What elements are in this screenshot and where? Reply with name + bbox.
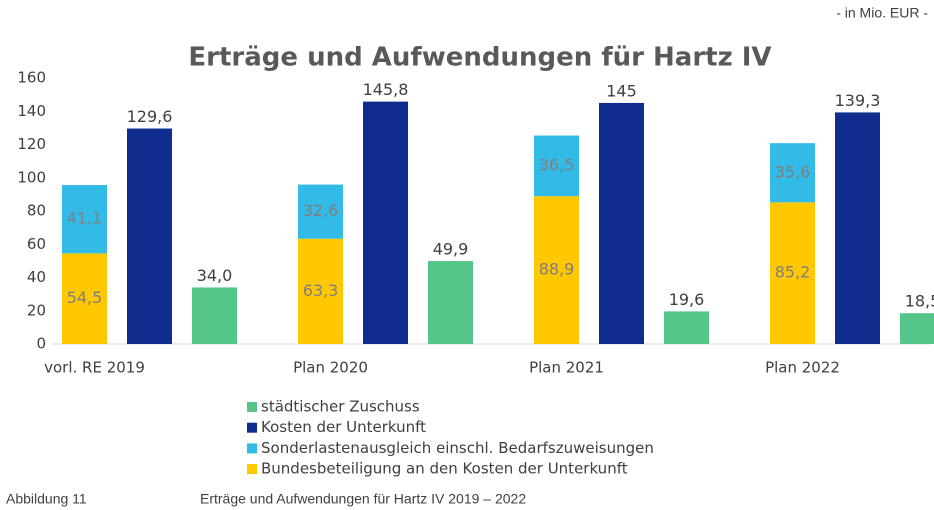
legend-label: Bundesbeteiligung an den Kosten der Unte… [261,460,628,478]
data-label: 145,8 [363,80,409,99]
legend-swatch [247,422,257,433]
data-label: 35,6 [775,162,811,181]
bar [835,112,880,344]
y-tick-label: 160 [17,69,46,87]
data-label: 63,3 [303,281,339,300]
chart-title: Erträge und Aufwendungen für Hartz IV [188,43,771,73]
data-label: 32,6 [303,201,339,220]
data-label: 54,5 [67,288,103,307]
legend-swatch [247,464,257,475]
figure-number: Abbildung 11 [6,491,87,507]
data-label: 49,9 [433,240,469,259]
bar [428,261,473,344]
y-tick-label: 0 [36,335,46,353]
y-tick-label: 120 [17,135,46,153]
bar [363,101,408,344]
bar [599,102,644,344]
bar [664,311,709,344]
y-tick-label: 140 [17,102,46,120]
data-label: 85,2 [775,263,811,282]
bar [192,287,237,344]
caption: Erträge und Aufwendungen für Hartz IV 20… [200,491,526,507]
legend-label: Sonderlastenausgleich einschl. Bedarfszu… [261,439,654,457]
bar [534,196,579,344]
data-label: 34,0 [197,266,233,285]
data-label: 36,5 [539,155,575,174]
legend-label: Kosten der Unterkunft [261,418,426,436]
y-tick-label: 60 [27,235,46,253]
data-label: 139,3 [835,91,881,110]
x-tick-label: Plan 2021 [529,359,604,377]
x-tick-label: Plan 2022 [765,359,840,377]
legend-swatch [247,443,257,454]
x-tick-label: Plan 2020 [293,359,368,377]
data-label: 129,6 [127,107,173,126]
y-tick-label: 80 [27,202,46,220]
data-label: 145 [606,81,637,100]
data-label: 41,1 [67,209,103,228]
legend-swatch [247,402,257,412]
data-label: 19,6 [669,290,705,309]
bar [900,313,934,344]
bar [127,128,172,344]
bar [62,185,107,254]
y-tick-label: 20 [27,301,46,319]
data-label: 18,5 [905,292,934,311]
y-tick-label: 40 [27,268,46,286]
x-tick-label: vorl. RE 2019 [44,359,145,377]
bar [298,184,343,239]
bar [62,253,107,344]
bar [770,202,815,344]
legend-label: städtischer Zuschuss [261,398,420,416]
bar [770,143,815,203]
unit-note: - in Mio. EUR - [836,5,928,21]
data-label: 88,9 [539,260,575,279]
bar [298,238,343,344]
bar [534,135,579,197]
y-tick-label: 100 [17,168,46,186]
